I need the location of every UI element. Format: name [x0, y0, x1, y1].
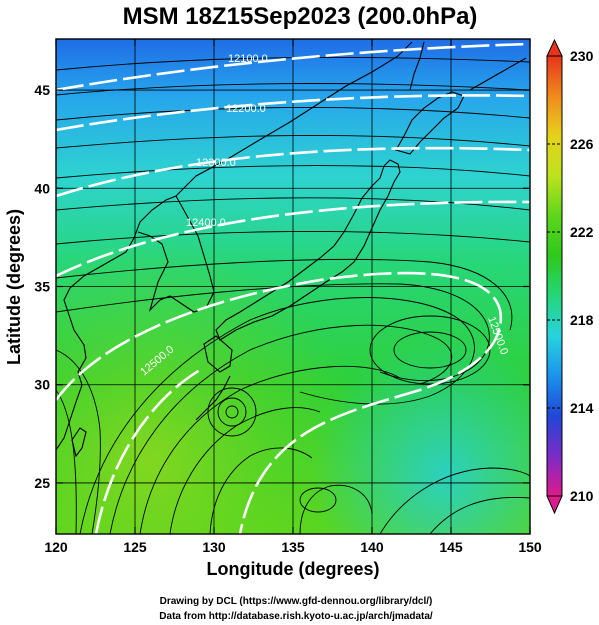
- colorbar-max-triangle: [546, 38, 563, 57]
- coastline-taiwan: [71, 427, 87, 458]
- y-tick-label: 35: [34, 279, 50, 295]
- cyclone-center: [225, 405, 239, 419]
- cyclone-ring: [217, 397, 247, 427]
- coastline-kyushu: [203, 335, 233, 373]
- height-contour: [56, 146, 530, 198]
- y-tick-label: 30: [34, 377, 50, 393]
- y-tick-label: 25: [34, 475, 50, 491]
- streamline: [109, 324, 453, 534]
- coastline-china: [56, 195, 177, 451]
- contour-label: 12100.0: [228, 53, 268, 65]
- height-contour: [56, 271, 503, 534]
- x-tick-label: 150: [518, 539, 542, 555]
- height-contour: [56, 200, 530, 278]
- streamline: [56, 165, 530, 179]
- height-contour: [56, 94, 530, 132]
- colorbar-tick-label: 230: [570, 48, 594, 64]
- streamline: [56, 82, 530, 96]
- figure-title: MSM 18Z15Sep2023 (200.0hPa): [123, 3, 478, 30]
- x-tick-label: 125: [123, 539, 147, 555]
- streamline: [56, 107, 530, 121]
- colorbar-tick-label: 214: [570, 400, 594, 416]
- x-tick-label: 130: [202, 539, 226, 555]
- colorbar-tick-label: 210: [570, 488, 594, 504]
- height-contour: [94, 368, 201, 534]
- colorbar-tick-label: 222: [570, 224, 594, 240]
- coastline-kurils: [469, 57, 527, 91]
- cyclone-ring: [207, 387, 257, 437]
- anticyclone-ring: [369, 315, 491, 385]
- streamline: [56, 258, 513, 331]
- height-contour: [56, 42, 530, 92]
- contour-label: 12200.0: [226, 103, 266, 115]
- colorbar-tick-label: 218: [570, 312, 594, 328]
- y-tick-label: 40: [34, 180, 50, 196]
- x-tick-label: 120: [44, 539, 68, 555]
- credit-drawing: Drawing by DCL (https://www.gfd-dennou.o…: [160, 596, 433, 607]
- streamline: [56, 135, 530, 149]
- streamline: [169, 407, 321, 534]
- streamline: [56, 56, 530, 71]
- streamline: [56, 283, 490, 382]
- eddy-ring: [299, 487, 337, 513]
- streamline: [56, 231, 530, 245]
- y-axis-ticks: 25 30 35 40 45: [34, 82, 530, 491]
- colorbar-min-triangle: [546, 495, 563, 515]
- credit-data: Data from http://database.rish.kyoto-u.a…: [159, 611, 433, 622]
- x-tick-label: 135: [281, 539, 305, 555]
- x-axis-label: Longitude (degrees): [206, 559, 379, 579]
- x-tick-label: 140: [360, 539, 384, 555]
- streamline: [56, 389, 77, 534]
- streamline: [56, 349, 101, 534]
- streamline: [139, 365, 401, 534]
- streamlines: [56, 56, 530, 534]
- coastline-korea: [137, 195, 215, 313]
- colorbar-tick-label: 226: [570, 136, 594, 152]
- coastline-sakhalin: [409, 41, 425, 91]
- streamline: [429, 496, 530, 534]
- streamline: [209, 447, 313, 534]
- contour-label: 12400.0: [186, 217, 226, 229]
- x-axis-ticks: 120 125 130 135 140 145 150: [44, 39, 542, 555]
- x-tick-label: 145: [439, 539, 463, 555]
- colorbar-scale: [546, 55, 563, 497]
- y-axis-label: Latitude (degrees): [4, 209, 24, 365]
- contour-label: 12300.0: [196, 157, 236, 169]
- anticyclone-ring: [393, 331, 467, 369]
- streamline: [79, 297, 475, 534]
- streamline: [379, 467, 530, 534]
- colorbar: 230 226 222 218 214 210: [546, 38, 594, 515]
- plot-area: 12100.0 12200.0 12300.0 12400.0 12500.0 …: [56, 39, 530, 534]
- y-tick-label: 45: [34, 82, 50, 98]
- height-contours: [56, 42, 530, 534]
- colorbar-ticks: 230 226 222 218 214 210: [547, 48, 594, 504]
- coastline-ryukyu: [195, 375, 231, 421]
- streamline: [299, 484, 373, 534]
